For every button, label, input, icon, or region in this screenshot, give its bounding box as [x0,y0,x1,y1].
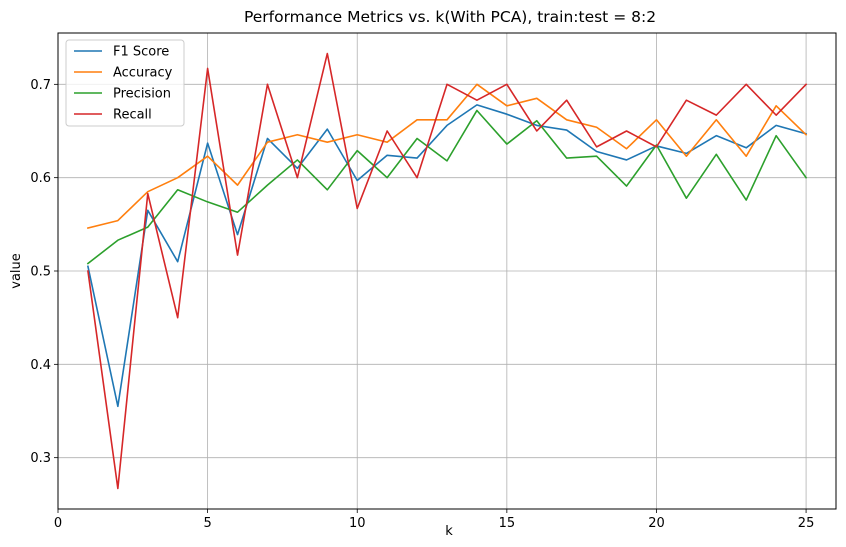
x-tick-label: 10 [349,516,366,531]
x-tick-label: 15 [499,516,516,531]
series-line-accuracy [86,83,808,230]
legend-label: Recall [113,108,152,123]
series-layer [86,52,808,490]
y-axis: 0.3 0.4 0.5 0.6 0.7 [30,78,58,466]
series-line-f1-score [86,104,808,408]
legend-label: Accuracy [113,66,173,81]
series-line-recall [87,52,808,490]
x-tick-label: 20 [648,516,665,531]
x-tick-label: 5 [203,516,211,531]
x-axis: 0 5 10 15 20 25 [54,509,814,531]
chart-title: Performance Metrics vs. k(With PCA), tra… [244,8,656,26]
y-tick-label: 0.6 [30,171,51,186]
legend-box [65,39,185,127]
x-axis-label: k [445,524,453,539]
y-axis-label: value [9,253,24,289]
y-tick-label: 0.5 [30,265,51,280]
x-tick-label: 0 [54,516,62,531]
x-tick-label: 25 [798,516,815,531]
y-tick-label: 0.3 [30,451,51,466]
legend-label: F1 Score [113,45,169,60]
y-tick-label: 0.7 [30,78,51,93]
y-tick-label: 0.4 [30,358,51,373]
legend-label: Precision [113,87,171,102]
legend: F1 Score Accuracy Precision Recall [65,39,185,127]
series-line-precision [86,109,808,265]
